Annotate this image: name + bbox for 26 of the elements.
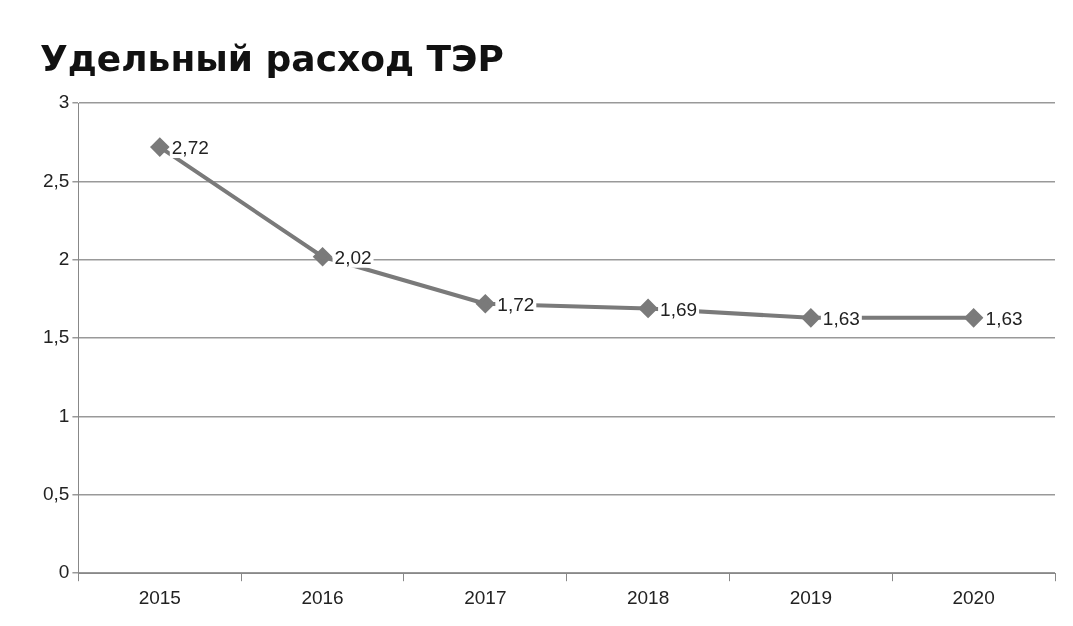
y-tick-label: 1,5: [42, 326, 70, 348]
y-tick-label: 2,5: [42, 169, 70, 191]
x-tick-label: 2018: [626, 586, 670, 608]
point: [313, 247, 332, 266]
chart-title: Удельный расход ТЭР: [40, 37, 504, 79]
y-tick-label: 0: [58, 561, 70, 583]
x-tick-label: 2015: [138, 586, 181, 608]
point: [801, 308, 820, 327]
y-tick-label: 3: [58, 91, 70, 113]
data-label: 2,02: [334, 246, 372, 268]
x-tick-label: 2019: [789, 586, 832, 608]
point: [964, 308, 983, 327]
data-label: 2,72: [171, 137, 209, 159]
x-tick-label: 2017: [464, 586, 507, 608]
point: [639, 299, 658, 318]
y-tick-label: 0,5: [42, 483, 70, 505]
x-tick-label: 2020: [952, 586, 995, 608]
data-label: 1,63: [822, 308, 860, 330]
data-label: 1,72: [497, 293, 535, 315]
y-tick-label: 2: [58, 248, 70, 270]
data-label: 1,69: [660, 298, 698, 320]
point: [476, 294, 495, 313]
point: [150, 138, 169, 157]
y-tick-label: 1: [58, 404, 70, 426]
data-label: 1,63: [985, 308, 1023, 330]
x-tick-label: 2016: [301, 586, 344, 608]
